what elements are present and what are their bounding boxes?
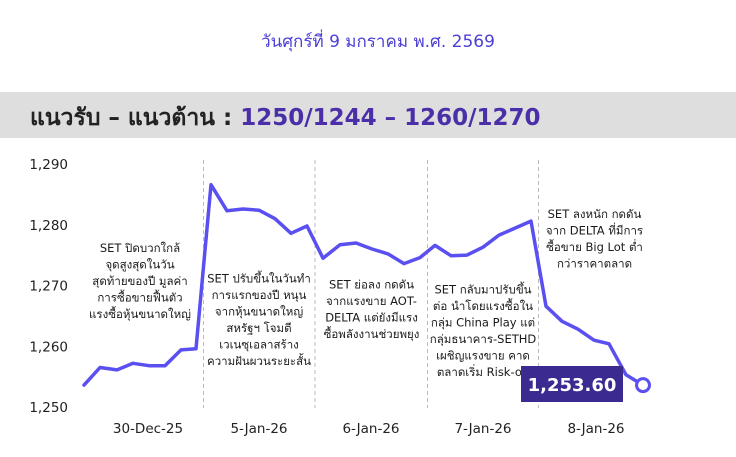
annotation-text: SET ย่อลง กดดันจากแรงขาย AOT- DELTA แต่ยั…	[324, 278, 420, 342]
x-tick-label: 8-Jan-26	[567, 421, 624, 437]
last-point-marker	[635, 377, 651, 394]
annotation-line: ต่อ นำโดยแรงซื้อใน	[433, 298, 533, 313]
annotation-line: จากหุ้นขนาดใหญ่	[215, 305, 303, 319]
y-tick-label: 1,260	[29, 339, 68, 355]
x-axis: 30-Dec-25 5-Jan-26 6-Jan-26 7-Jan-26 8-Jan-2…	[113, 421, 625, 437]
annotation-line: SET ลงหนัก กดดัน	[548, 207, 642, 221]
annotation-text: SET ปรับขึ้นในวันทำการแรกของปี หนุนจากหุ…	[207, 271, 311, 369]
x-tick-label: 5-Jan-26	[230, 421, 287, 437]
annotation-line: SET ปรับขึ้นในวันทำ	[207, 271, 311, 286]
x-tick-label: 30-Dec-25	[113, 421, 183, 437]
annotation-line: ความฝันผวนระยะสั้น	[207, 353, 311, 368]
annotation-line: ซื้อพลังงานช่วยพยุง	[324, 326, 420, 341]
annotation-line: แรงซื้อหุ้นขนาดใหญ่	[89, 306, 191, 321]
y-tick-label: 1,270	[29, 279, 68, 295]
support-resistance-text: แนวรับ – แนวต้าน : 1250/1244 – 1260/1270	[30, 100, 541, 136]
annotation-line: SET ปิดบวกใกล้	[100, 241, 180, 255]
y-axis: 1,250 1,260 1,270 1,280 1,290	[29, 157, 68, 416]
support-resistance-values: 1250/1244 – 1260/1270	[240, 105, 541, 131]
last-value-badge-bg	[521, 366, 623, 402]
annotation-text: SET ปิดบวกใกล้จุดสูงสุดในวันสุดท้ายของปี…	[89, 241, 191, 321]
annotation-text: SET ลงหนัก กดดันจาก DELTA ที่มีการซื้อขา…	[546, 207, 643, 271]
annotation-line: จุดสูงสุดในวัน	[105, 258, 174, 272]
annotation-line: การซื้อขายฟื้นตัว	[97, 290, 182, 305]
day-annotations: SET ปิดบวกใกล้จุดสูงสุดในวันสุดท้ายของปี…	[89, 207, 643, 379]
last-value-label: 1,253.60	[528, 375, 617, 396]
y-tick-label: 1,250	[29, 400, 68, 416]
annotation-text: SET กลับมาปรับขึ้นต่อ นำโดยแรงซื้อในกลุ่…	[430, 282, 537, 380]
report-date: วันศุกร์ที่ 9 มกราคม พ.ศ. 2569	[261, 32, 495, 52]
annotation-line: DELTA แต่ยังมีแรง	[325, 311, 418, 325]
annotation-line: กว่าราคาตลาด	[557, 257, 632, 271]
y-tick-label: 1,290	[29, 157, 68, 173]
annotation-line: สหรัฐฯ โจมตี	[226, 321, 291, 335]
annotation-line: กลุ่ม China Play แต่	[431, 316, 535, 330]
annotation-line: การแรกของปี หนุน	[212, 288, 307, 302]
support-resistance-label: แนวรับ – แนวต้าน :	[30, 105, 241, 131]
annotation-line: เวเนซุเอลาสร้าง	[219, 338, 299, 352]
last-value-badge: 1,253.60	[521, 366, 623, 402]
annotation-line: กลุ่มธนาคาร-SETHD	[430, 332, 537, 346]
support-resistance-banner: แนวรับ – แนวต้าน : 1250/1244 – 1260/1270	[0, 92, 736, 138]
annotation-line: สุดท้ายของปี มูลค่า	[92, 274, 187, 288]
annotation-line: SET กลับมาปรับขึ้น	[434, 282, 531, 297]
series-line	[82, 182, 645, 387]
annotation-line: ตลาดเริ่ม Risk-on	[437, 364, 529, 379]
annotation-line: SET ย่อลง กดดัน	[329, 278, 414, 292]
annotation-line: จากแรงขาย AOT-	[326, 294, 417, 308]
y-tick-label: 1,280	[29, 218, 68, 234]
x-tick-label: 6-Jan-26	[342, 421, 399, 437]
annotation-line: ซื้อขาย Big Lot ต่ำ	[546, 239, 643, 254]
x-tick-label: 7-Jan-26	[454, 421, 511, 437]
annotation-line: จาก DELTA ที่มีการ	[546, 223, 643, 238]
annotation-line: เผชิญแรงขาย คาด	[436, 349, 530, 363]
series-layer	[82, 182, 651, 394]
